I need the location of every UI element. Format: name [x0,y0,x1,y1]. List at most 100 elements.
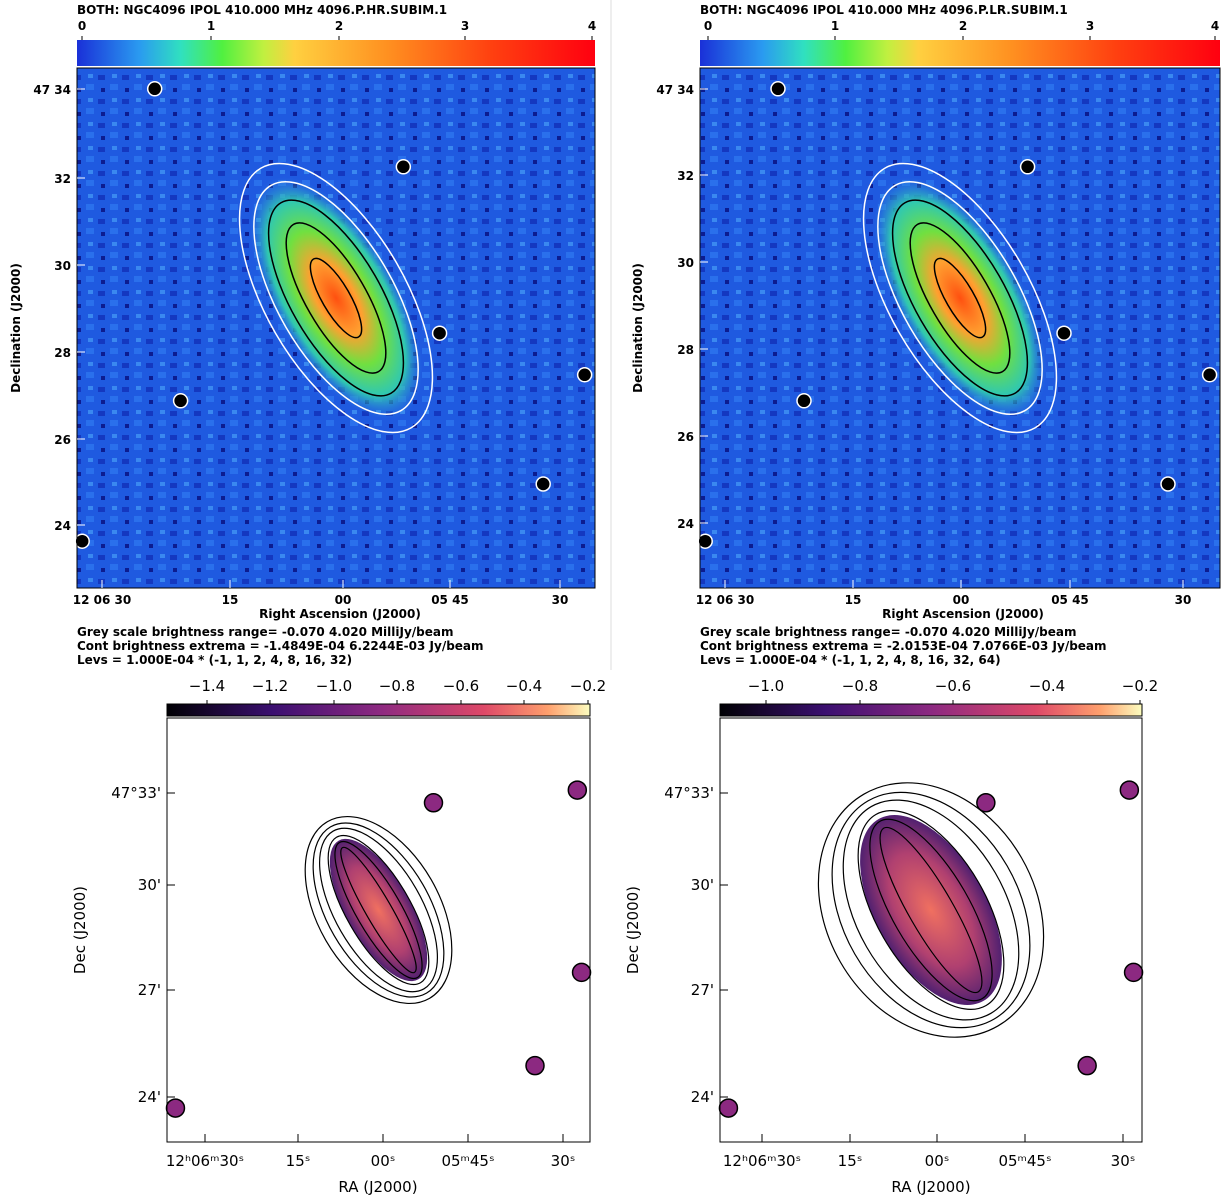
x-tick-label: 15 [222,593,239,607]
source [1056,325,1072,341]
source [796,393,812,409]
contour [831,791,1031,1029]
x-tick-label: 05 45 [1051,593,1089,607]
x-tick-label: 15 [845,593,862,607]
note: Cont brightness extrema = -2.0153E-04 7.… [700,639,1107,653]
y-tick-label: 47 34 [656,83,694,97]
colorbar-tick-label: −0.8 [842,677,878,695]
source [431,325,448,341]
contour [862,162,1058,434]
colorbar [166,703,591,717]
note: Levs = 1.000E-04 * (-1, 1, 2, 4, 8, 16, … [77,653,352,667]
y-tick-label: 28 [54,346,71,360]
source [1077,1055,1097,1076]
colorbar-tick-label: 1 [831,19,839,33]
y-tick-label: 24 [54,519,71,533]
y-axis-label: Declination (J2000) [631,263,645,393]
y-tick-label: 27' [691,981,714,999]
x-tick-label: 15ˢ [286,1152,311,1170]
colorbar-tick-label: −0.8 [379,677,415,695]
source [1201,367,1218,383]
panel: BOTH: NGC4096 IPOL 410.000 MHz 4096.P.LR… [631,3,1221,667]
x-axis-label: Right Ascension (J2000) [259,607,421,621]
colorbar-tick-label: −1.4 [189,677,225,695]
colorbar-tick-label: 3 [1086,19,1094,33]
x-tick-label: 30ˢ [551,1152,576,1170]
galaxy [329,838,428,982]
contour [327,834,430,986]
contour [869,818,993,1002]
x-tick-label: 30ˢ [1111,1152,1136,1170]
colorbar-tick-label: −0.6 [935,677,971,695]
x-tick-label: 00ˢ [371,1152,396,1170]
x-tick-label: 12 06 30 [73,593,131,607]
y-tick-label: 30 [677,256,694,270]
colorbar-tick-label: 2 [959,19,967,33]
x-tick-label: 12ʰ06ᵐ30ˢ [166,1152,244,1170]
x-axis-label: RA (J2000) [338,1178,417,1196]
y-tick-label: 24' [691,1088,714,1106]
x-tick-label: 15ˢ [838,1152,863,1170]
x-tick-label: 30 [552,593,569,607]
panel: BOTH: NGC4096 IPOL 410.000 MHz 4096.P.HR… [9,3,596,667]
source [976,793,996,813]
panel-header: BOTH: NGC4096 IPOL 410.000 MHz 4096.P.HR… [77,3,447,17]
source [395,159,412,175]
colorbar-tick-label: 4 [1211,19,1219,33]
frame [719,717,1143,1143]
contour [817,782,1045,1038]
source [576,367,593,383]
colorbar-tick-label: 0 [78,19,86,33]
galaxy [873,177,1047,419]
colorbar-tick-label: −1.0 [316,677,352,695]
y-axis-label: Declination (J2000) [9,263,23,393]
contour [857,810,1005,1010]
source [146,81,163,97]
colorbar [77,40,595,66]
source [1160,476,1176,492]
colorbar-tick-label: −0.4 [1029,677,1065,695]
x-tick-label: 00 [335,593,352,607]
contour [304,815,453,1005]
y-tick-label: 32 [54,172,71,186]
source [1019,159,1036,175]
colorbar-tick-label: 2 [335,19,343,33]
y-tick-label: 47°33' [664,784,714,802]
colorbar-tick-label: −0.4 [506,677,542,695]
galaxy [860,815,1002,1005]
panel: −1.4 −1.2 −1.0 −0.8 −0.6 −0.4 −0.2 47°33' 30' 27'… [71,677,606,1196]
note: Grey scale brightness range= -0.070 4.02… [700,625,1077,639]
source [571,962,592,983]
source [423,793,444,813]
contour [238,162,434,434]
y-tick-label: 24 [677,517,694,531]
contour [879,826,983,994]
x-tick-label: 05ᵐ45ˢ [441,1152,494,1170]
note: Grey scale brightness range= -0.070 4.02… [77,625,454,639]
source [718,1098,739,1118]
contour [318,827,439,993]
contour [842,799,1020,1021]
colorbar-tick-label: −0.6 [443,677,479,695]
source [165,1098,186,1118]
y-tick-label: 27' [138,981,161,999]
x-tick-label: 30 [1175,593,1192,607]
y-tick-label: 26 [677,430,694,444]
panel-header: BOTH: NGC4096 IPOL 410.000 MHz 4096.P.LR… [700,3,1068,17]
x-tick-label: 05 45 [431,593,469,607]
frame [699,67,1221,589]
x-tick-label: 12ʰ06ᵐ30ˢ [723,1152,801,1170]
contour [334,840,423,980]
y-tick-label: 30' [138,876,161,894]
colorbar-tick-label: −0.2 [1122,677,1158,695]
y-tick-label: 26 [54,433,71,447]
y-tick-label: 30 [54,259,71,273]
note: Levs = 1.000E-04 * (-1, 1, 2, 4, 8, 16, … [700,653,1001,667]
source [567,780,588,800]
panel: −1.0 −0.8 −0.6 −0.4 −0.2 47°33' 30' 27' 24' 12ʰ06… [624,677,1158,1196]
colorbar-tick-label: 0 [704,19,712,33]
source [172,393,189,409]
colorbar-tick-label: −1.2 [252,677,288,695]
contour [309,257,363,339]
x-axis-label: Right Ascension (J2000) [882,607,1044,621]
